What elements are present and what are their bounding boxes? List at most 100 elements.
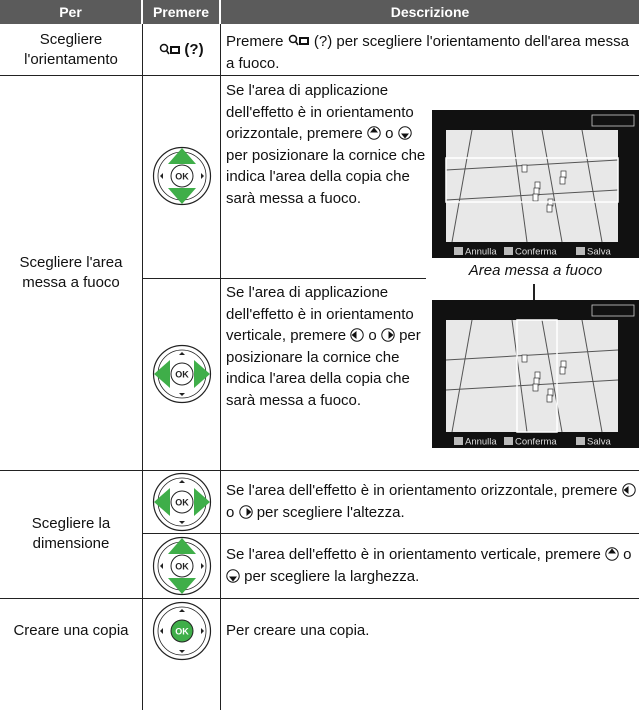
- text: Premere: [226, 33, 284, 50]
- row-divider: [0, 470, 639, 471]
- dir-arrow: [246, 507, 252, 516]
- help-key: (?): [184, 41, 204, 58]
- dir-ring: [238, 504, 253, 519]
- map-line: [445, 349, 619, 361]
- button-label: Salva: [587, 247, 611, 258]
- arrow-icon: [238, 504, 253, 519]
- map-line: [581, 129, 603, 243]
- row-label: Scegliere la dimensione: [31, 515, 111, 552]
- map-line: [581, 319, 603, 433]
- description: Se l'area di applicazione dell'effetto è…: [226, 80, 426, 209]
- dir-graphic: [238, 504, 253, 519]
- selector-graphic: OK: [152, 344, 212, 404]
- row-divider: [142, 278, 426, 279]
- map-line: [541, 129, 563, 243]
- text: per scegliere l'altezza.: [256, 503, 405, 521]
- text: per scegliere la larghezza.: [244, 567, 420, 585]
- description: Se l'area di applicazione dell'effetto è…: [226, 282, 426, 411]
- arrow-active: [154, 488, 170, 516]
- arrow-active: [194, 360, 210, 388]
- arrow: [160, 563, 163, 569]
- arrow: [201, 563, 204, 569]
- map-line: [451, 129, 473, 243]
- button-label: Conferma: [515, 247, 557, 258]
- multi-selector: OK: [152, 536, 212, 596]
- arrow: [179, 609, 185, 612]
- arrow-icon: [397, 125, 412, 140]
- map-line: [511, 319, 528, 433]
- button-key: [576, 247, 585, 255]
- car: [521, 164, 528, 173]
- text: (?) per scegliere l'orientamento dell'ar…: [226, 33, 629, 72]
- dir-graphic: [367, 126, 381, 140]
- button-label: Conferma: [515, 437, 557, 448]
- screen-graphic: Annulla Conferma Salva: [432, 110, 639, 258]
- caption-leader: [533, 284, 535, 314]
- arrow-icon: [350, 327, 364, 342]
- map-line: [451, 319, 473, 433]
- header-cell: Premere: [143, 0, 219, 24]
- header-cell: Descrizione: [221, 0, 639, 24]
- dir-arrow: [229, 576, 237, 581]
- arrow-active: [168, 578, 196, 594]
- arrow: [179, 521, 185, 524]
- photo: [446, 320, 618, 432]
- dir-arrow: [623, 486, 629, 494]
- row-divider: [142, 533, 639, 534]
- map-line: [445, 159, 619, 171]
- car: [559, 366, 566, 375]
- dir-graphic: [350, 328, 364, 342]
- row-divider: [0, 598, 639, 599]
- car: [546, 394, 553, 403]
- button-cell: (?): [143, 24, 220, 75]
- text: per posizionare la cornice che indica l'…: [226, 327, 421, 409]
- dir-graphic: [605, 547, 619, 561]
- ok-label: OK: [175, 370, 189, 380]
- multi-selector: OK: [152, 344, 212, 404]
- dir-ring: [621, 483, 636, 497]
- button-key: [454, 247, 463, 255]
- text: Se l'area di applicazione dell'effetto è…: [226, 284, 414, 344]
- zoom-icon: [288, 34, 309, 46]
- arrow: [160, 173, 163, 179]
- arrow-active: [168, 148, 196, 164]
- button-label: Salva: [587, 437, 611, 448]
- map-lines: [445, 319, 619, 433]
- button-key: [504, 437, 513, 445]
- dir-graphic: [381, 328, 395, 342]
- ok-button: [170, 164, 194, 188]
- selector-graphic: OK: [152, 601, 212, 661]
- car: [532, 383, 539, 392]
- car: [521, 354, 528, 363]
- ok-button: [170, 490, 194, 514]
- ok-button: [170, 554, 194, 578]
- arrow-icon: [605, 546, 619, 561]
- dir-graphic: [226, 568, 240, 583]
- ok-label: OK: [175, 172, 189, 182]
- arrow-active: [194, 488, 210, 516]
- arrow: [201, 173, 204, 179]
- multi-selector: OK: [152, 601, 212, 661]
- focus-frame: [516, 319, 558, 433]
- arrow: [179, 352, 185, 355]
- dir-arrow: [369, 127, 378, 133]
- multi-selector: OK: [152, 472, 212, 532]
- dir-arrow: [351, 331, 357, 339]
- map-line: [445, 379, 619, 391]
- description: Se l'area dell'effetto è in orientamento…: [226, 480, 638, 523]
- row-label: Scegliere l'area messa a fuoco: [19, 253, 123, 291]
- row-label: Scegliere l'orientamento: [24, 30, 118, 68]
- button-key: [576, 437, 585, 445]
- text: o: [226, 503, 235, 521]
- caption: Area messa a fuoco: [468, 262, 603, 279]
- selector-graphic: OK: [152, 472, 212, 532]
- row-divider: [0, 75, 639, 76]
- text: o: [385, 125, 394, 142]
- screen-graphic: Annulla Conferma Salva: [432, 300, 639, 448]
- text: Se l'area dell'effetto è in orientamento…: [226, 546, 601, 563]
- ok-label: OK: [175, 562, 189, 572]
- dir-ring: [397, 126, 412, 140]
- row-label: Creare una copia: [13, 621, 129, 639]
- arrow-icon: [381, 327, 395, 342]
- screen-image: Annulla Conferma Salva: [432, 300, 639, 448]
